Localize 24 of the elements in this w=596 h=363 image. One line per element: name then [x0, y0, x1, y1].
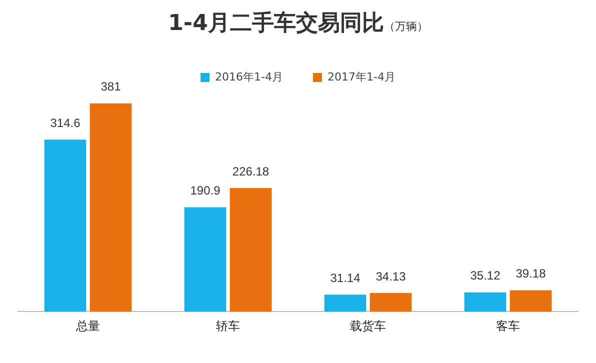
bar: [324, 294, 366, 312]
chart-subtitle: （万辆）: [384, 20, 428, 33]
data-label: 39.18: [516, 266, 546, 280]
data-label: 314.6: [50, 116, 81, 130]
chart-title: 1-4月二手车交易同比: [168, 11, 384, 36]
bar: [370, 292, 412, 312]
legend-label: 2017年1-4月: [328, 70, 396, 84]
x-tick-label: 载货车: [350, 318, 386, 333]
data-label: 31.14: [330, 270, 361, 285]
x-tick-label: 客车: [496, 318, 520, 333]
data-label: 226.18: [232, 164, 270, 178]
data-label: 34.13: [376, 269, 406, 284]
bar: [90, 103, 132, 312]
bar: [510, 290, 552, 312]
x-tick-label: 总量: [75, 318, 100, 333]
data-label: 381: [100, 80, 122, 94]
data-label: 35.12: [470, 268, 501, 283]
legend-label: 2016年1-4月: [215, 70, 284, 84]
x-tick-label: 轿车: [216, 318, 240, 333]
bar: [44, 140, 86, 312]
bar: [184, 207, 226, 312]
data-label: 190.9: [190, 184, 221, 198]
bar: [464, 292, 506, 312]
bar: [230, 188, 272, 312]
